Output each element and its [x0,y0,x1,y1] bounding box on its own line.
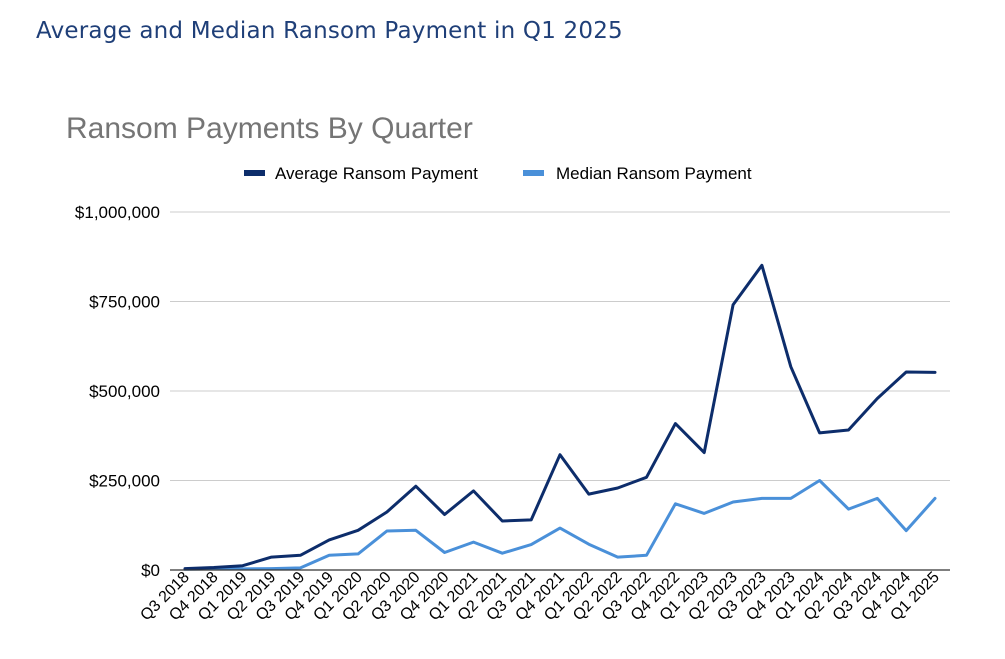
legend-swatch-0 [244,170,265,176]
y-tick-label: $0 [141,561,160,580]
y-axis-tick-labels: $0 $250,000 $500,000 $750,000 $1,000,000 [75,203,160,580]
legend-label-1: Median Ransom Payment [556,164,752,183]
y-tick-label: $500,000 [89,382,160,401]
y-tick-label: $750,000 [89,293,160,312]
page-heading: Average and Median Ransom Payment in Q1 … [36,18,623,44]
legend-swatch-1 [523,170,544,176]
legend-label-0: Average Ransom Payment [275,164,478,183]
y-tick-label: $250,000 [89,472,160,491]
series-lines [183,263,937,571]
series-line-1 [183,479,937,571]
gridlines [170,211,950,481]
legend: Average Ransom Payment Median Ransom Paym… [244,164,752,183]
y-tick-label: $1,000,000 [75,203,160,222]
chart-title: Ransom Payments By Quarter [66,112,473,145]
series-line-0 [183,263,937,571]
